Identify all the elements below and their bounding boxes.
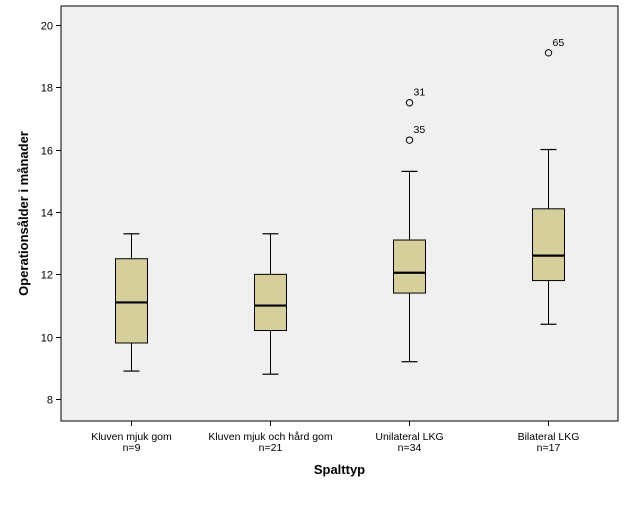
x-axis-label: Spalttyp bbox=[314, 462, 365, 477]
x-tick-n-label: n=21 bbox=[259, 442, 283, 454]
y-tick-label: 10 bbox=[41, 333, 53, 345]
x-tick-label: Kluven mjuk och hård gom bbox=[208, 431, 333, 443]
box bbox=[115, 258, 148, 344]
outlier-label: 35 bbox=[414, 124, 426, 136]
y-tick-label: 20 bbox=[41, 21, 53, 33]
y-tick-label: 18 bbox=[41, 83, 53, 95]
box bbox=[393, 239, 426, 294]
box-group bbox=[254, 233, 287, 375]
y-tick-label: 8 bbox=[47, 395, 53, 407]
box-group bbox=[115, 233, 148, 372]
x-tick-label: Unilateral LKG bbox=[375, 431, 443, 443]
outlier-label: 31 bbox=[414, 87, 426, 99]
outlier-point bbox=[405, 99, 414, 107]
x-tick-n-label: n=34 bbox=[398, 442, 422, 454]
box-group: 65 bbox=[532, 37, 565, 325]
boxes-group: 31 35 65 bbox=[115, 37, 565, 375]
outlier-point bbox=[544, 49, 553, 57]
box bbox=[254, 273, 287, 332]
outlier-point bbox=[405, 136, 414, 144]
y-tick-label: 14 bbox=[41, 208, 53, 220]
y-axis-label: Operationsålder i månader bbox=[16, 131, 31, 296]
box-group: 31 35 bbox=[393, 87, 426, 363]
x-tick-n-label: n=9 bbox=[123, 442, 141, 454]
x-tick-label: Kluven mjuk gom bbox=[91, 431, 172, 443]
y-tick-label: 16 bbox=[41, 146, 53, 158]
outlier-label: 65 bbox=[553, 37, 565, 49]
box bbox=[532, 208, 565, 282]
x-tick-label: Bilateral LKG bbox=[518, 431, 580, 443]
x-tick-n-label: n=17 bbox=[537, 442, 561, 454]
y-axis: 8 10 12 14 16 18 20 bbox=[41, 21, 61, 407]
y-tick-label: 12 bbox=[41, 270, 53, 282]
plot-area bbox=[60, 5, 619, 422]
